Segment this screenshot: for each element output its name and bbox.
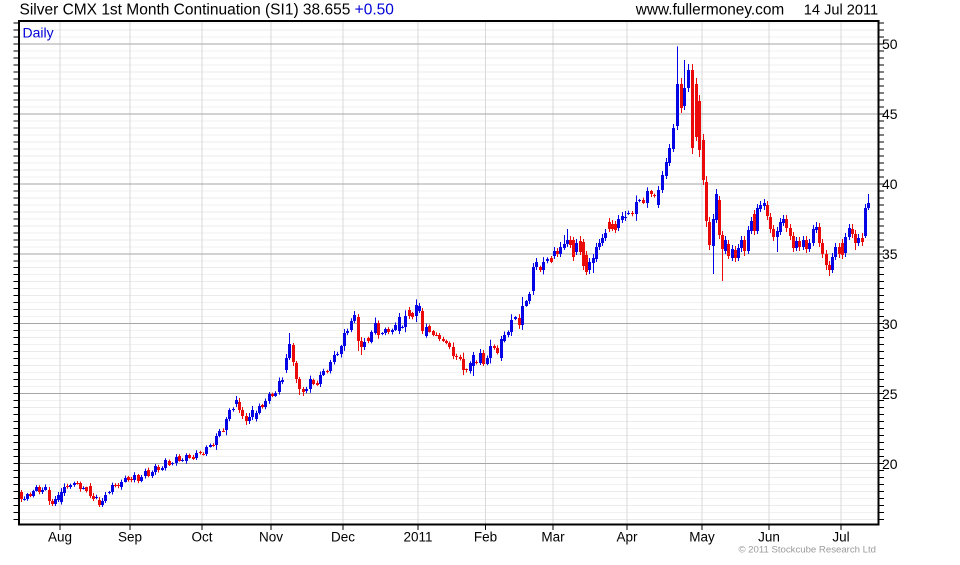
svg-text:45: 45 <box>882 106 898 122</box>
svg-text:Apr: Apr <box>616 530 638 545</box>
svg-text:Dec: Dec <box>331 530 355 545</box>
svg-text:Daily: Daily <box>23 25 54 41</box>
svg-text:Feb: Feb <box>474 530 497 545</box>
svg-text:2011: 2011 <box>403 530 432 545</box>
svg-text:Jun: Jun <box>758 530 780 545</box>
svg-text:Silver CMX 1st Month Continuat: Silver CMX 1st Month Continuation (SI1) … <box>20 2 395 19</box>
svg-text:40: 40 <box>882 176 898 192</box>
svg-text:© 2011 Stockcube Research Ltd: © 2011 Stockcube Research Ltd <box>738 544 876 555</box>
svg-text:Nov: Nov <box>259 530 283 545</box>
svg-text:Sep: Sep <box>118 530 142 545</box>
svg-text:Mar: Mar <box>541 530 565 545</box>
svg-text:Oct: Oct <box>191 530 212 545</box>
svg-text:20: 20 <box>882 456 898 472</box>
svg-text:14 Jul 2011: 14 Jul 2011 <box>804 3 878 19</box>
svg-text:Aug: Aug <box>48 530 72 545</box>
svg-text:25: 25 <box>882 386 898 402</box>
svg-text:30: 30 <box>882 316 898 332</box>
svg-text:Jul: Jul <box>832 530 849 545</box>
svg-text:35: 35 <box>882 246 898 262</box>
svg-text:50: 50 <box>882 36 898 52</box>
svg-text:May: May <box>689 530 715 545</box>
svg-text:www.fullermoney.com: www.fullermoney.com <box>635 2 785 19</box>
